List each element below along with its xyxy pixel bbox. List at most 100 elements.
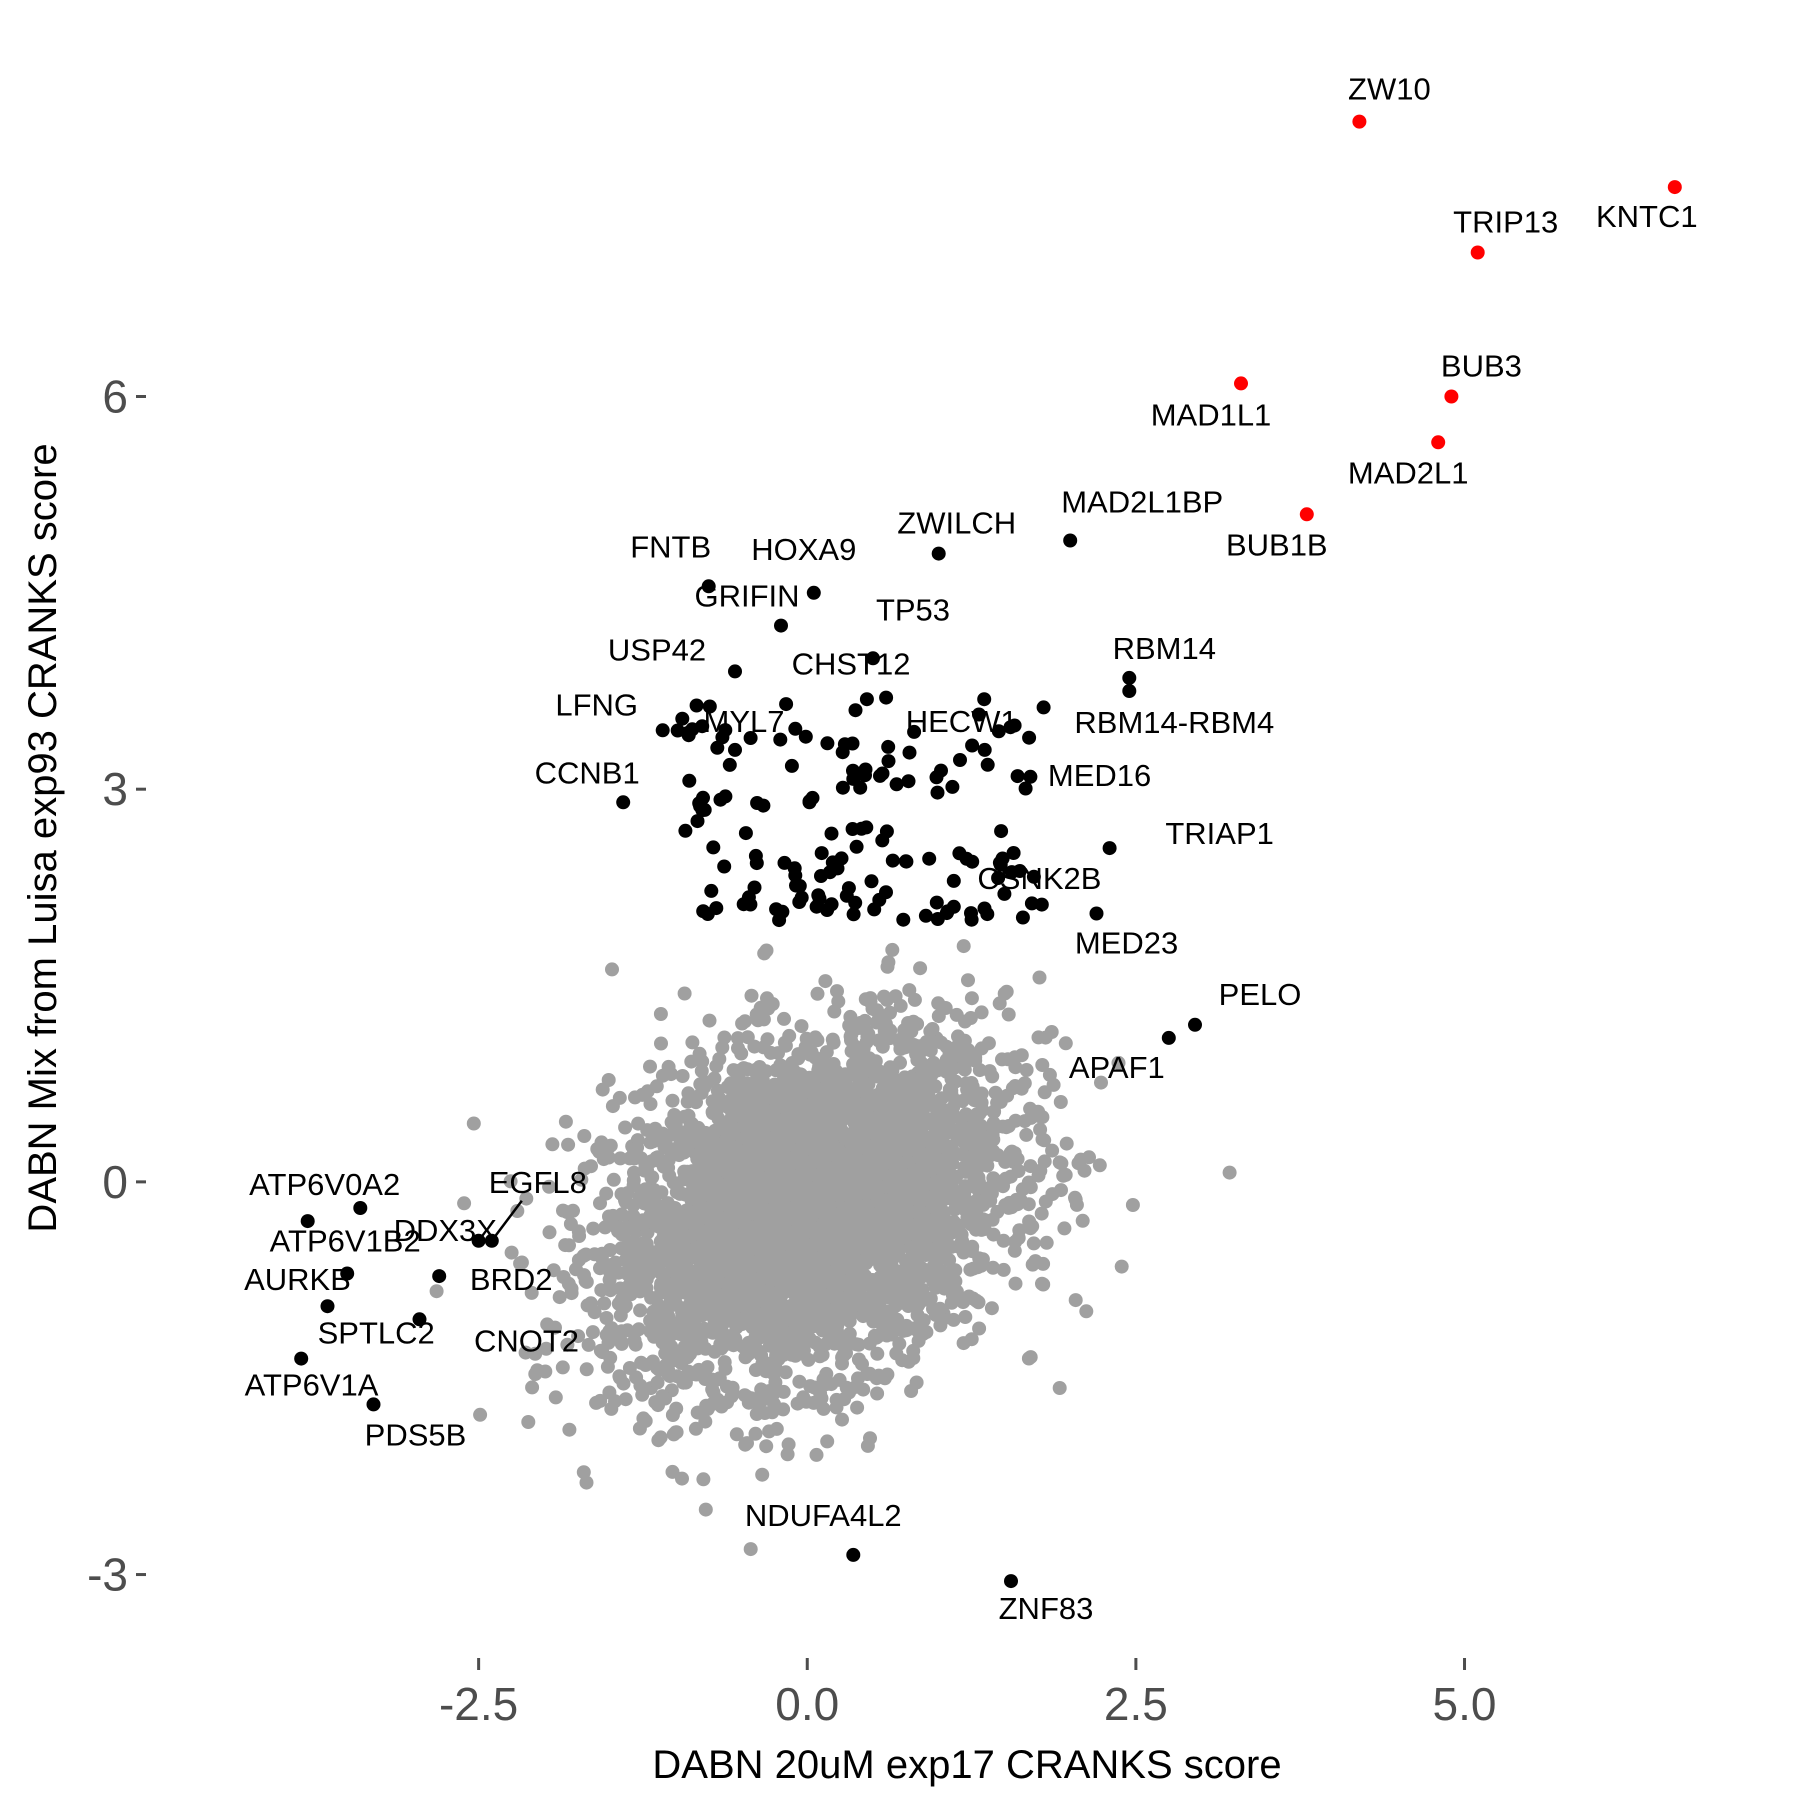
background-point — [617, 1300, 632, 1314]
background-point — [721, 1177, 736, 1192]
background-point — [906, 1351, 921, 1366]
background-point — [842, 1301, 857, 1315]
hit-point — [991, 871, 1006, 885]
background-point — [780, 1447, 795, 1462]
background-point — [743, 1160, 758, 1175]
background-point — [576, 1248, 591, 1263]
background-point — [672, 1148, 687, 1163]
background-point — [748, 1102, 762, 1117]
background-point — [965, 1239, 980, 1254]
background-point — [608, 1394, 622, 1409]
background-point — [655, 1068, 670, 1083]
background-point — [1023, 1180, 1038, 1195]
background-point — [562, 1238, 576, 1253]
background-point — [931, 996, 946, 1011]
background-point — [583, 1296, 598, 1311]
background-point — [1222, 1165, 1237, 1180]
hit-point — [846, 907, 861, 922]
background-point — [757, 1086, 772, 1100]
background-point — [768, 1193, 783, 1208]
background-point — [601, 1073, 616, 1087]
background-point — [603, 1138, 618, 1153]
background-point — [579, 1362, 594, 1377]
background-point — [964, 991, 979, 1006]
background-point — [893, 998, 908, 1013]
background-point — [778, 1365, 793, 1380]
background-point — [761, 1001, 776, 1016]
background-point — [957, 1062, 972, 1077]
hit-point — [1007, 718, 1022, 733]
point-kntc1 — [1667, 180, 1682, 195]
background-point — [826, 1139, 841, 1154]
hit-point — [805, 790, 820, 805]
background-point — [1004, 1150, 1019, 1165]
background-point — [1111, 1055, 1126, 1070]
background-point — [613, 1151, 628, 1166]
background-point — [986, 1116, 1001, 1131]
background-point — [892, 1336, 907, 1351]
point-pelo — [1188, 1017, 1202, 1032]
background-point — [872, 1295, 887, 1310]
background-point — [562, 1422, 577, 1437]
background-point — [718, 1222, 732, 1237]
background-point — [974, 1222, 989, 1237]
background-point — [1036, 1277, 1051, 1292]
background-point — [639, 1255, 654, 1269]
background-point — [842, 1279, 856, 1294]
background-point — [762, 1424, 777, 1439]
background-point — [831, 994, 846, 1009]
background-point — [717, 1030, 732, 1045]
background-point — [869, 1137, 884, 1152]
background-point — [667, 1108, 682, 1122]
background-point — [921, 1084, 936, 1099]
hit-point — [899, 854, 914, 869]
background-point — [833, 1182, 848, 1197]
hit-point — [1023, 769, 1038, 784]
background-point — [945, 1156, 960, 1171]
background-point — [996, 1233, 1011, 1248]
background-point — [1001, 1007, 1016, 1022]
point-pds5b — [471, 1233, 486, 1248]
background-point — [899, 1262, 914, 1277]
background-point — [1000, 1088, 1015, 1103]
hit-point — [946, 873, 961, 888]
hit-point — [1006, 846, 1021, 860]
background-point — [528, 1367, 543, 1381]
background-point — [885, 1063, 900, 1078]
background-point — [773, 1222, 788, 1237]
hit-point — [907, 724, 922, 739]
x-tick-label: 0.0 — [775, 1678, 839, 1730]
background-point — [960, 1082, 975, 1097]
background-point — [1008, 1276, 1023, 1291]
background-point — [819, 1366, 834, 1381]
background-point — [524, 1285, 539, 1300]
background-point — [693, 1228, 708, 1243]
background-point — [740, 1076, 755, 1091]
y-axis-title: DABN Mix from Luisa exp93 CRANKS score — [21, 443, 65, 1232]
background-point — [1002, 1195, 1017, 1210]
background-point — [901, 1016, 916, 1030]
background-point — [1036, 1256, 1051, 1271]
background-point — [558, 1114, 573, 1129]
hit-point — [859, 692, 874, 707]
point-rbm14-rbm4 — [1122, 684, 1137, 698]
background-point — [904, 1384, 919, 1398]
hit-point — [1036, 700, 1051, 715]
background-point — [836, 1348, 851, 1363]
hit-point — [959, 851, 974, 866]
background-point — [955, 1147, 970, 1162]
background-point — [675, 1213, 690, 1228]
point-med16 — [1010, 769, 1025, 784]
background-point — [996, 1262, 1011, 1277]
hit-point — [678, 823, 693, 838]
background-point — [1052, 1155, 1067, 1170]
point-zwilch — [931, 546, 946, 561]
background-point — [1068, 1192, 1083, 1207]
background-point — [856, 1382, 871, 1397]
background-point — [912, 1180, 927, 1195]
point-brd2 — [432, 1269, 447, 1284]
background-point — [606, 1172, 621, 1187]
point-label: DDX3X — [394, 1213, 498, 1248]
hit-point — [953, 753, 967, 767]
background-point — [636, 1213, 650, 1228]
